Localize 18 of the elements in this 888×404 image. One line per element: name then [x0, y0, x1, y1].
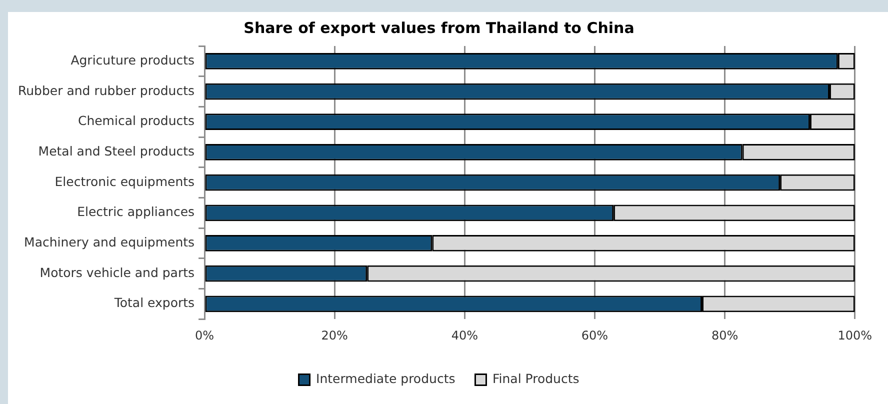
y-tick-label: Machinery and equipments: [24, 234, 195, 250]
y-tick-label: Metal and Steel products: [38, 143, 195, 158]
x-tick-label: 0%: [195, 328, 214, 342]
y-tick-label: Electronic equipments: [54, 174, 195, 189]
x-tick-label: 60%: [581, 328, 608, 342]
y-tick-label: Chemical products: [78, 113, 195, 128]
x-tick-label: 80%: [711, 328, 738, 342]
y-tick-label: Motors vehicle and parts: [40, 264, 195, 280]
y-tick-label: Agricuture products: [70, 52, 195, 68]
legend-label: Final Products: [492, 371, 580, 386]
y-tick-label: Rubber and rubber products: [18, 82, 195, 98]
y-tick-label: Total exports: [113, 295, 195, 310]
chart-title: Share of export values from Thailand to China: [244, 18, 634, 37]
x-tick-label: 100%: [838, 328, 872, 342]
legend-label: Intermediate products: [316, 371, 456, 386]
x-tick-label: 20%: [321, 328, 348, 342]
x-tick-label: 40%: [451, 328, 478, 342]
y-tick-label: Electric appliances: [77, 204, 195, 220]
